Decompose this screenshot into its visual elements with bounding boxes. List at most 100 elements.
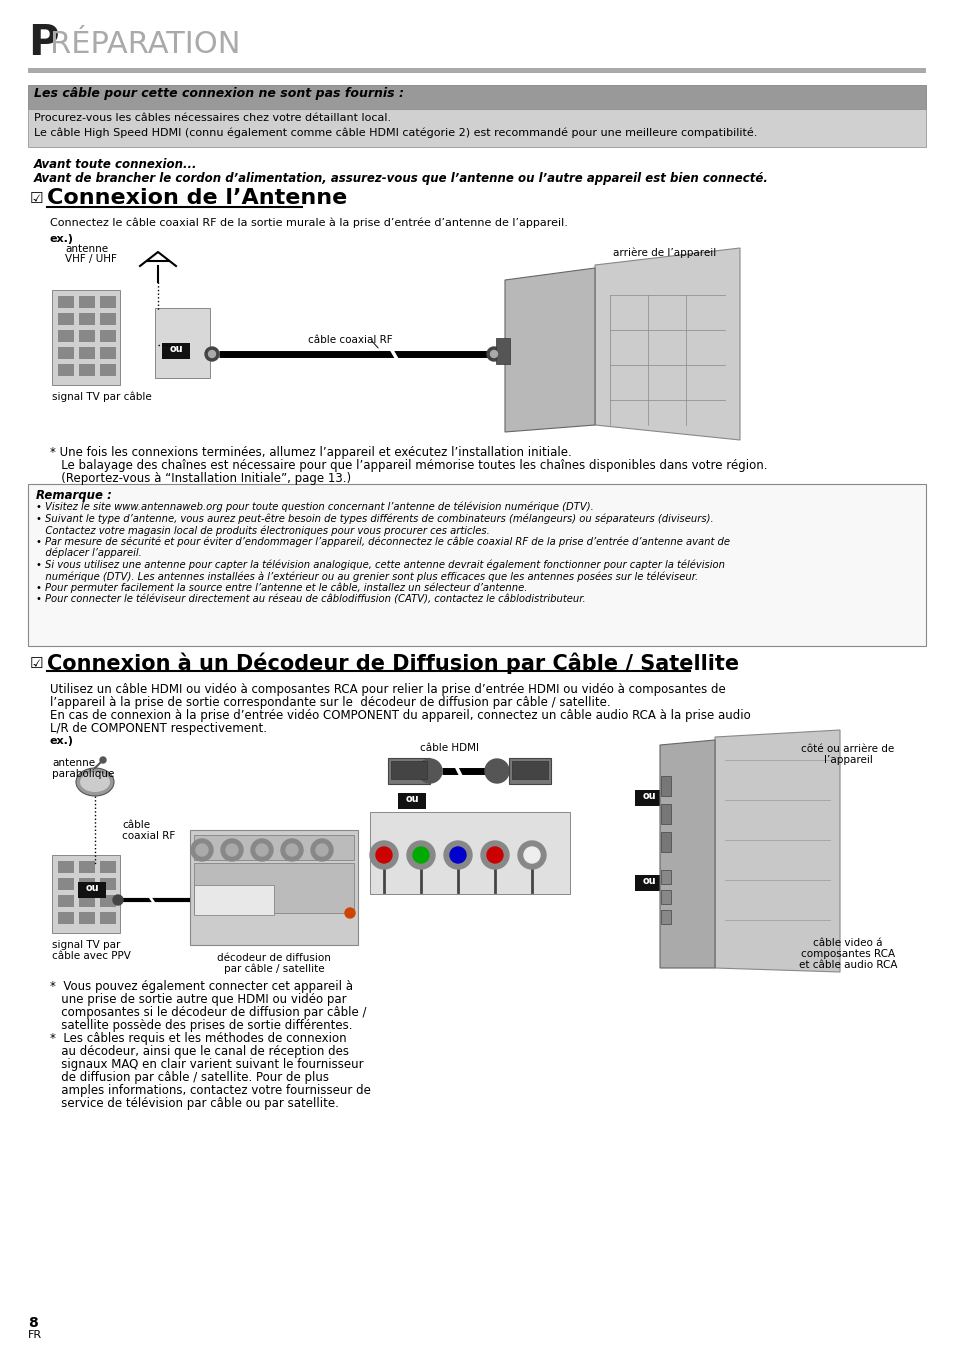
Text: Utilisez un câble HDMI ou vidéo à composantes RCA pour relier la prise d’entrée : Utilisez un câble HDMI ou vidéo à compos… (50, 683, 725, 696)
Bar (370, 811, 569, 894)
Text: • Si vous utilisez une antenne pour capter la télévision analogique, cette anten: • Si vous utilisez une antenne pour capt… (36, 559, 724, 570)
Text: Remarque :: Remarque : (36, 489, 112, 501)
Circle shape (221, 838, 243, 861)
Bar (58, 895, 74, 907)
Text: Avant toute connexion...: Avant toute connexion... (34, 158, 197, 171)
Text: Procurez-vous les câbles nécessaires chez votre détaillant local.: Procurez-vous les câbles nécessaires che… (34, 113, 391, 123)
Circle shape (484, 759, 509, 783)
Text: antenne: antenne (65, 244, 108, 253)
Text: P: P (28, 22, 58, 63)
Bar (512, 762, 547, 779)
Polygon shape (595, 248, 740, 439)
Circle shape (191, 838, 213, 861)
Bar (58, 313, 74, 325)
Bar (78, 882, 106, 898)
Text: (Reportez-vous à “Installation Initiale”, page 13.): (Reportez-vous à “Installation Initiale”… (50, 472, 351, 485)
Circle shape (450, 847, 465, 863)
Bar (28, 109, 925, 147)
Text: décodeur de diffusion: décodeur de diffusion (217, 953, 331, 962)
Text: signaux MAQ en clair varient suivant le fournisseur: signaux MAQ en clair varient suivant le … (50, 1058, 363, 1072)
Text: numérique (DTV). Les antennes installées à l’extérieur ou au grenier sont plus e: numérique (DTV). Les antennes installées… (36, 572, 698, 581)
Text: de diffusion par câble / satellite. Pour de plus: de diffusion par câble / satellite. Pour… (50, 1072, 329, 1084)
Text: déplacer l’appareil.: déplacer l’appareil. (36, 549, 142, 558)
Text: l’appareil: l’appareil (822, 755, 872, 766)
Circle shape (523, 847, 539, 863)
Text: ☑: ☑ (30, 191, 44, 206)
Bar (28, 484, 925, 646)
Bar (496, 338, 510, 364)
Text: signal TV par: signal TV par (52, 940, 120, 950)
Bar (28, 85, 925, 109)
Text: et câble audio RCA: et câble audio RCA (798, 960, 897, 971)
Circle shape (480, 841, 509, 869)
Bar (193, 886, 274, 915)
Circle shape (251, 838, 273, 861)
Bar (79, 346, 95, 359)
Bar (58, 297, 74, 307)
Circle shape (311, 838, 333, 861)
Bar (660, 890, 670, 905)
Text: ou: ou (169, 344, 183, 355)
Text: ou: ou (85, 883, 99, 892)
Text: câble coaxial RF: câble coaxial RF (308, 336, 392, 345)
Bar (100, 861, 116, 874)
Text: coaxial RF: coaxial RF (122, 830, 175, 841)
Circle shape (209, 350, 215, 357)
Text: antenne: antenne (52, 758, 95, 768)
Text: FR: FR (28, 1330, 42, 1340)
Text: VHF / UHF: VHF / UHF (65, 253, 117, 264)
Bar (660, 910, 670, 923)
Bar (388, 758, 430, 785)
Bar (100, 364, 116, 376)
Text: arrière de l’appareil: arrière de l’appareil (613, 248, 716, 259)
Text: • Pour connecter le téléviseur directement au réseau de câblodiffusion (CATV), c: • Pour connecter le téléviseur directeme… (36, 594, 585, 604)
Bar (79, 364, 95, 376)
Text: *  Les câbles requis et les méthodes de connexion: * Les câbles requis et les méthodes de c… (50, 1033, 346, 1045)
Bar (58, 330, 74, 342)
Circle shape (255, 844, 268, 856)
Circle shape (370, 841, 397, 869)
Bar (58, 861, 74, 874)
Bar (509, 758, 551, 785)
Circle shape (407, 841, 435, 869)
Circle shape (286, 844, 297, 856)
Circle shape (100, 758, 106, 763)
Bar (100, 297, 116, 307)
Ellipse shape (76, 768, 113, 797)
Bar (100, 313, 116, 325)
Bar (79, 878, 95, 890)
Text: 8: 8 (28, 1316, 38, 1330)
Bar (58, 364, 74, 376)
Circle shape (226, 844, 237, 856)
Bar (100, 330, 116, 342)
Text: Avant de brancher le cordon d’alimentation, assurez-vous que l’antenne ou l’autr: Avant de brancher le cordon d’alimentati… (34, 173, 768, 185)
Text: RÉPARATION: RÉPARATION (50, 30, 240, 59)
Polygon shape (659, 740, 714, 968)
Circle shape (375, 847, 392, 863)
Ellipse shape (80, 772, 110, 793)
Text: Les câble pour cette connexion ne sont pas fournis :: Les câble pour cette connexion ne sont p… (34, 88, 403, 100)
Bar (79, 861, 95, 874)
Text: Le balayage des chaînes est nécessaire pour que l’appareil mémorise toutes les c: Le balayage des chaînes est nécessaire p… (50, 460, 767, 472)
Circle shape (517, 841, 545, 869)
Text: Contactez votre magasin local de produits électroniques pour vous procurer ces a: Contactez votre magasin local de produit… (36, 524, 489, 535)
Circle shape (345, 909, 355, 918)
Text: * Une fois les connexions terminées, allumez l’appareil et exécutez l’installati: * Une fois les connexions terminées, all… (50, 446, 571, 460)
Circle shape (205, 346, 219, 361)
Bar (100, 913, 116, 923)
Polygon shape (504, 268, 595, 431)
Text: l’appareil à la prise de sortie correspondante sur le  décodeur de diffusion par: l’appareil à la prise de sortie correspo… (50, 696, 610, 709)
Circle shape (417, 759, 441, 783)
Text: ou: ou (405, 794, 418, 803)
Circle shape (112, 895, 123, 905)
Text: • Visitez le site www.antennaweb.org pour toute question concernant l’antenne de: • Visitez le site www.antennaweb.org pou… (36, 501, 593, 512)
Bar (79, 895, 95, 907)
Bar (660, 832, 670, 852)
Bar (397, 793, 426, 809)
Bar (660, 776, 670, 797)
Text: satellite possède des prises de sortie différentes.: satellite possède des prises de sortie d… (50, 1019, 352, 1033)
Text: parabolique: parabolique (52, 768, 114, 779)
Text: *  Vous pouvez également connecter cet appareil à: * Vous pouvez également connecter cet ap… (50, 980, 353, 993)
Bar (58, 878, 74, 890)
Text: Connectez le câble coaxial RF de la sortie murale à la prise d’entrée d’antenne : Connectez le câble coaxial RF de la sort… (50, 218, 567, 229)
